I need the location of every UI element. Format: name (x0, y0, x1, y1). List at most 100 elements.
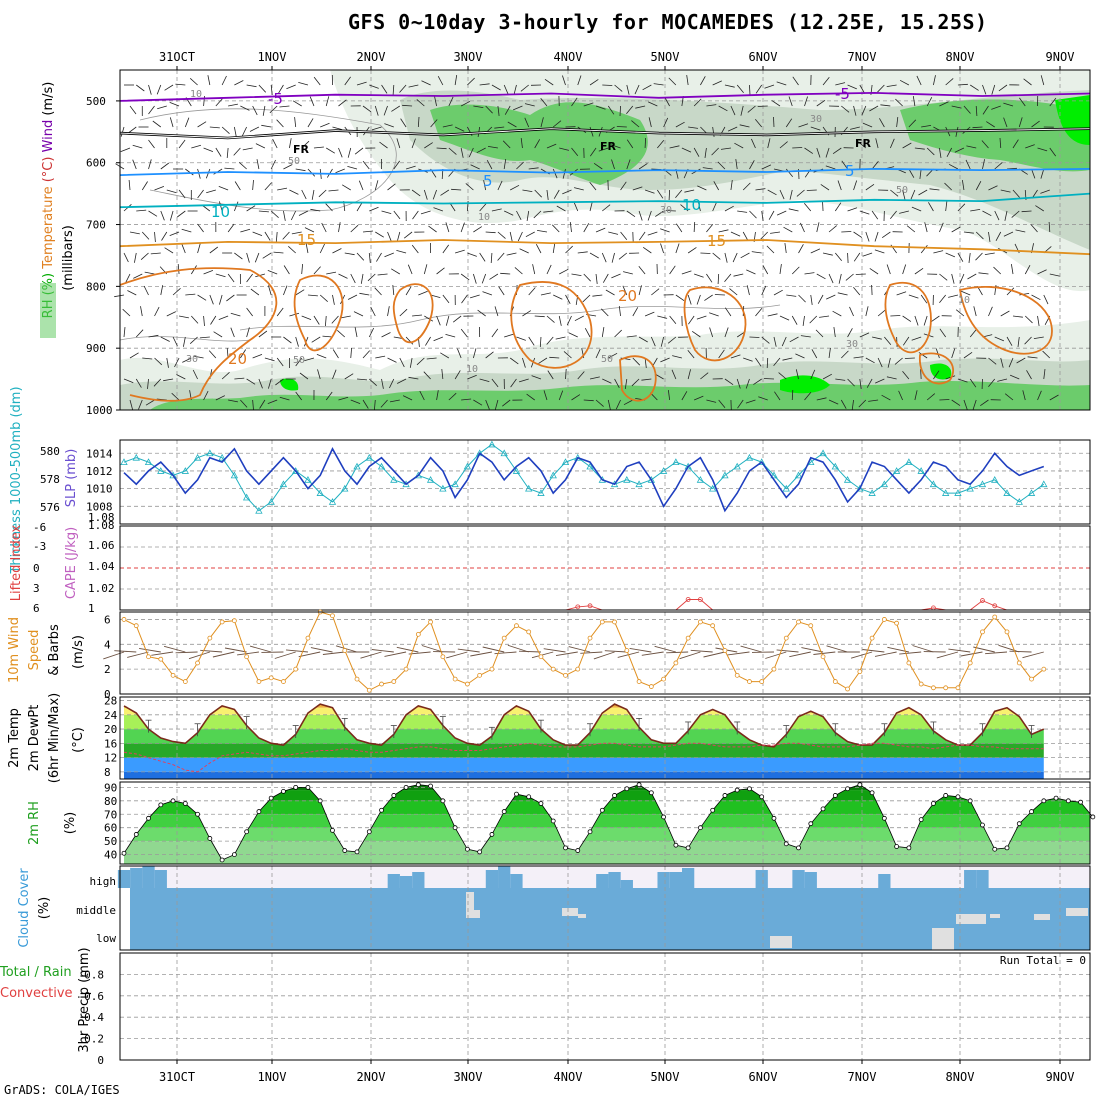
rh2m-point (146, 815, 151, 821)
wind-barb (736, 84, 744, 93)
wind-barb (522, 310, 532, 317)
y-tick-label: 900 (86, 342, 106, 355)
thickness-point (623, 475, 631, 483)
wind-barb (332, 349, 339, 359)
wind-barb (148, 334, 159, 338)
wind-barb (441, 369, 444, 380)
wind-barb (233, 147, 241, 156)
wind-barb (589, 79, 599, 86)
cloud-high-bar (154, 870, 167, 888)
wind-barb (847, 328, 853, 338)
rh2m-point (207, 836, 213, 841)
wind-barb (755, 357, 762, 367)
wind-barb (742, 231, 749, 241)
rh-region-lower-90 (280, 363, 952, 394)
wind-barb (957, 378, 968, 383)
wind-barb (436, 315, 441, 326)
wind-barb (751, 251, 762, 254)
wind-barb (261, 124, 272, 128)
wind-barb (460, 147, 464, 158)
wind-barb (1042, 350, 1051, 359)
thickness-point (255, 506, 263, 514)
wind-barb (816, 222, 820, 233)
wind-barb (534, 315, 545, 318)
wind-barb (822, 76, 830, 86)
wind-barb (479, 378, 490, 382)
wind-barb (547, 370, 554, 380)
thickness-point (856, 484, 864, 492)
wind-barb (644, 357, 647, 368)
wind-barb (764, 84, 775, 89)
wind-barb (375, 231, 385, 238)
wind-barb (283, 210, 286, 221)
wind-barb-10m (298, 651, 321, 658)
wind-barb (1048, 221, 1051, 233)
wind-barb (252, 354, 263, 359)
wind-barb (916, 75, 922, 86)
wind-barb (1009, 374, 1020, 380)
wind-barb (411, 138, 416, 149)
wind-barb (479, 83, 490, 86)
wind-barb-10m (936, 651, 959, 659)
wind-barb (246, 84, 257, 88)
wind-barb (618, 306, 621, 317)
wind-barb (920, 244, 928, 254)
wind-barb (295, 289, 305, 296)
wind-barb (150, 252, 161, 255)
wind-barb (718, 399, 726, 409)
thickness-point (733, 462, 741, 470)
wind-barb (988, 378, 996, 388)
wind-barb (657, 189, 664, 199)
wind-barb (569, 222, 572, 233)
rh2m-point (379, 807, 384, 813)
rh-region-70b (900, 99, 1090, 172)
wind-barb (969, 328, 977, 338)
date-label-bottom: 5NOV (651, 1070, 680, 1084)
wind-barb (268, 378, 272, 389)
cloud-gap (956, 914, 986, 924)
wind-barb (221, 372, 230, 380)
wind-barb (129, 231, 140, 235)
wind-barb (847, 252, 849, 264)
wind-barb (866, 378, 873, 388)
wind-barb (252, 231, 263, 236)
thickness-point (892, 467, 901, 474)
wind-barb-10m (457, 648, 480, 653)
wind-barb (408, 84, 419, 88)
wind-barb (387, 357, 397, 363)
wind-barb (178, 315, 189, 319)
wind-barb (558, 390, 564, 401)
rh2m-point (599, 807, 605, 813)
wind-barb (881, 394, 891, 401)
rh2m-point (514, 791, 519, 797)
wind-barb-10m (384, 651, 407, 657)
wind-barb (641, 378, 652, 381)
wind-barb (642, 246, 652, 254)
wind-barb (313, 76, 321, 86)
wind-barb (543, 210, 554, 213)
wind-barb (1011, 210, 1020, 218)
wind-barb (262, 105, 266, 116)
wind-barb (399, 357, 405, 368)
wind-ylabel-2: Speed (27, 630, 42, 671)
series-thickness (123, 443, 1045, 512)
wind-barb (767, 313, 778, 317)
wind-barb (153, 378, 162, 387)
wind-barb (626, 139, 634, 149)
wind-barb (227, 273, 235, 283)
wind-barb (737, 399, 744, 409)
wind-barb (850, 126, 860, 130)
wind-barb (132, 159, 137, 170)
wind-barb-10m (679, 651, 701, 660)
wind-barb (517, 231, 523, 242)
wind-barb (252, 179, 254, 191)
cloud-high-bar (130, 868, 143, 888)
wind-barb (874, 231, 879, 242)
wind-barb (865, 231, 870, 242)
wind-barb (356, 252, 365, 261)
wind-barb (650, 336, 656, 347)
isotherm-3 (119, 192, 1091, 209)
wind-barb (332, 126, 343, 130)
wind-barb-10m (151, 651, 174, 656)
rh2m-point (685, 845, 691, 851)
